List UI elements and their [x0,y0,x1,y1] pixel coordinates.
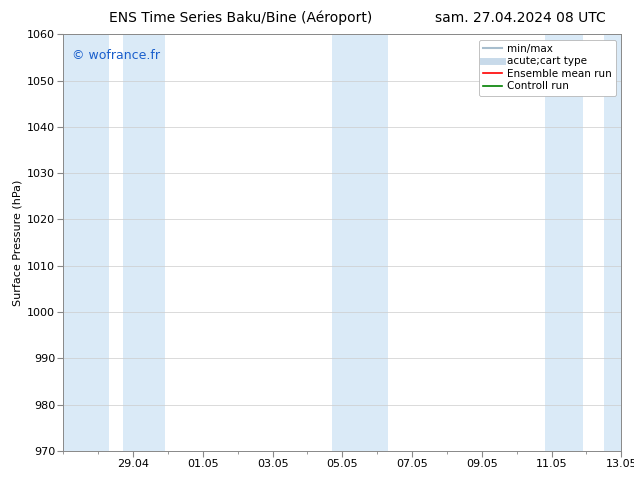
Text: © wofrance.fr: © wofrance.fr [72,49,160,62]
Bar [359,34,387,451]
Bar [123,34,165,451]
Bar [332,34,360,451]
Text: sam. 27.04.2024 08 UTC: sam. 27.04.2024 08 UTC [434,11,605,25]
Legend: min/max, acute;cart type, Ensemble mean run, Controll run: min/max, acute;cart type, Ensemble mean … [479,40,616,96]
Y-axis label: Surface Pressure (hPa): Surface Pressure (hPa) [13,179,23,306]
Bar [63,34,109,451]
Text: ENS Time Series Baku/Bine (Aéroport): ENS Time Series Baku/Bine (Aéroport) [109,11,373,25]
Bar [604,34,621,451]
Bar [545,34,583,451]
